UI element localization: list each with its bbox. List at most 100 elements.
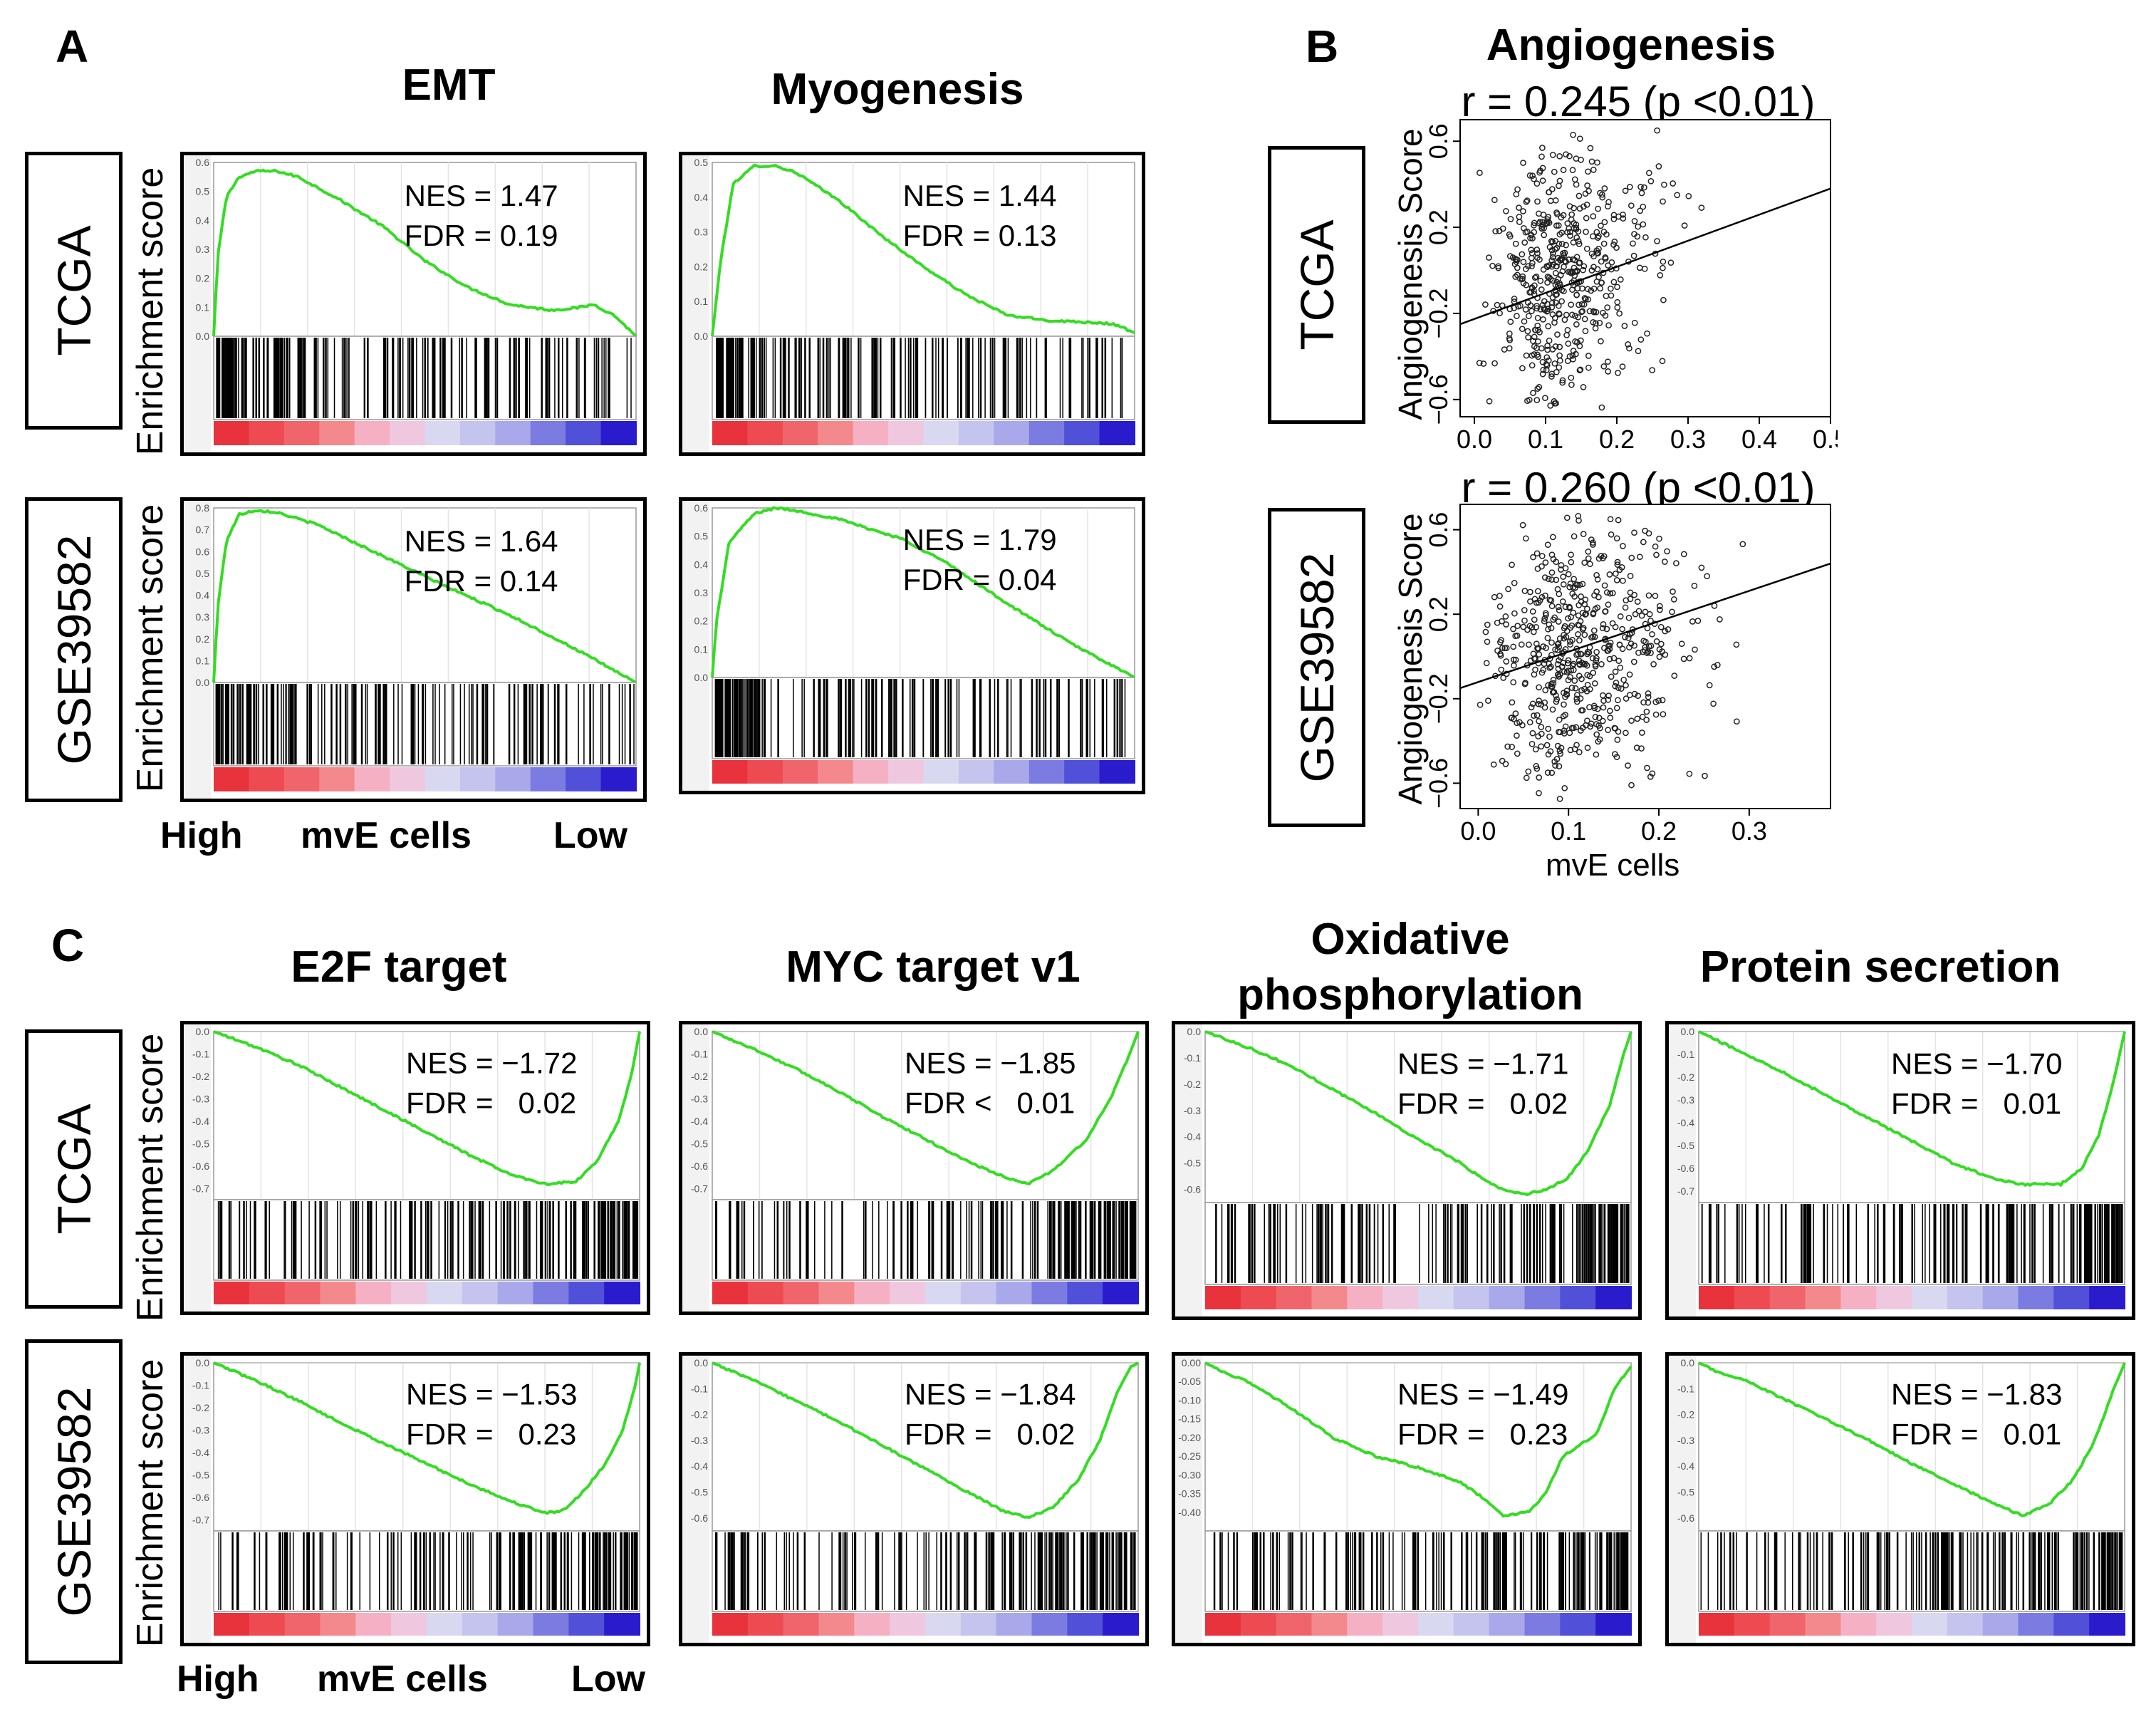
- rank-bar-segment: [888, 760, 925, 784]
- scatter-point: [1522, 535, 1529, 542]
- scatter-point: [1532, 746, 1539, 753]
- scatter-point: [1627, 589, 1634, 596]
- y-tick-label: −0.2: [1424, 288, 1453, 338]
- y-tick-label: 0.5: [694, 157, 709, 168]
- scatter-point: [1584, 744, 1591, 752]
- scatter-point: [1733, 718, 1740, 725]
- rank-bar-segment: [1876, 1286, 1912, 1309]
- scatter-point: [1573, 234, 1580, 241]
- scatter-point: [1517, 302, 1524, 309]
- scatter-point: [1531, 175, 1537, 182]
- scatter-point: [1573, 724, 1580, 731]
- scatter-point: [1571, 746, 1578, 752]
- scatter-point: [1573, 291, 1580, 298]
- rank-bar-segment: [425, 421, 461, 445]
- y-tick-label: 0.3: [196, 611, 210, 623]
- scatter-point: [1661, 559, 1668, 565]
- fdr-label: FDR = 0.14: [405, 564, 558, 598]
- gsea-panel-protein-tcga: 0.0 -0.1 -0.2 -0.3 -0.4 -0.5 -0.6 -0.7 NES = −1.…: [1665, 1021, 2135, 1320]
- rank-bar-segment: [1418, 1613, 1454, 1636]
- scatter-point: [1638, 612, 1645, 619]
- scatter-point: [1563, 241, 1569, 249]
- scatter-point: [1548, 186, 1556, 192]
- scatter-point: [1555, 665, 1562, 672]
- scatter-point: [1523, 198, 1530, 205]
- scatter-point: [1546, 219, 1553, 227]
- scatter-point: [1593, 278, 1600, 285]
- scatter-point: [1533, 712, 1541, 719]
- scatter-point: [1509, 715, 1515, 721]
- scatter-point: [1510, 625, 1516, 633]
- gsea-panel-myogenesis-tcga: 0.0 0.1 0.2 0.3 0.4 0.5 NES = 1.44 FDR = 0.13: [679, 152, 1145, 456]
- plot-frame: [712, 507, 1135, 678]
- scatter-point: [1635, 692, 1642, 700]
- scatter-point: [1514, 720, 1521, 727]
- row-label-gse-c: GSE39582: [25, 1339, 123, 1664]
- scatter-point: [1664, 548, 1670, 555]
- scatter-point: [1671, 672, 1678, 679]
- y-tick-label: 0.6: [694, 502, 709, 514]
- rank-bar-segment: [459, 767, 496, 791]
- scatter-point: [1497, 639, 1504, 645]
- scatter-point: [1635, 348, 1642, 355]
- scatter-point: [1494, 619, 1501, 626]
- scatter-point: [1570, 355, 1576, 363]
- scatter-point: [1535, 701, 1542, 707]
- scatter-point: [1575, 631, 1581, 638]
- scatter-point: [1527, 598, 1533, 605]
- scatter-point: [1608, 531, 1615, 538]
- rank-bar-segment: [319, 421, 355, 445]
- rank-bar-segment: [712, 1282, 749, 1304]
- y-tick-label: -0.6: [192, 1160, 209, 1172]
- fdr-label: FDR = 0.02: [1397, 1087, 1568, 1121]
- scatter-point: [1556, 763, 1563, 769]
- y-tick-label: 0.2: [196, 633, 210, 645]
- scatter-point: [1534, 385, 1541, 392]
- scatter-point: [1554, 331, 1561, 338]
- gutter: [682, 501, 709, 791]
- scatter-point: [1549, 250, 1556, 257]
- scatter-point: [1542, 687, 1549, 694]
- scatter-point: [1653, 551, 1660, 559]
- fdr-label: FDR = 0.19: [405, 219, 558, 252]
- y-tick-label: 0.2: [694, 261, 709, 272]
- scatter-point: [1532, 666, 1538, 673]
- scatter-point: [1598, 404, 1605, 411]
- scatter-point: [1503, 658, 1510, 665]
- panel-label-b: B: [1306, 21, 1339, 72]
- scatter-point: [1585, 549, 1592, 555]
- nes-label: NES = −1.49: [1397, 1378, 1569, 1411]
- scatter-point: [1551, 360, 1558, 367]
- scatter-point: [1558, 240, 1566, 247]
- scatter-point: [1557, 271, 1564, 279]
- axis-low-c: Low: [571, 1658, 645, 1700]
- scatter-point: [1605, 358, 1611, 365]
- scatter-point: [1513, 191, 1520, 198]
- scatter-point: [1652, 543, 1659, 550]
- scatter-point: [1680, 655, 1687, 663]
- scatter-point: [1580, 263, 1588, 270]
- scatter-point: [1568, 374, 1575, 381]
- scatter-point: [1657, 640, 1665, 648]
- y-tick-label: -0.15: [1178, 1413, 1201, 1425]
- scatter-point: [1568, 613, 1574, 620]
- scatter-point: [1561, 252, 1568, 259]
- scatter-point: [1537, 306, 1544, 313]
- scatter-point: [1529, 700, 1536, 707]
- scatter-point: [1620, 543, 1626, 549]
- scatter-point: [1563, 151, 1569, 158]
- gutter: [1175, 1024, 1202, 1316]
- scatter-point: [1536, 384, 1543, 390]
- scatter-point: [1575, 512, 1582, 519]
- scatter-point: [1533, 246, 1541, 253]
- scatter-point: [1583, 214, 1590, 222]
- scatter-point: [1520, 208, 1526, 214]
- scatter-point: [1548, 603, 1556, 610]
- scatter-point: [1521, 588, 1529, 594]
- scatter-point: [1544, 343, 1551, 349]
- scatter-point: [1556, 643, 1563, 650]
- rank-bar-segment: [391, 1282, 427, 1304]
- scatter-point: [1521, 239, 1529, 246]
- scatter-point: [1556, 364, 1563, 371]
- scatter-point: [1612, 682, 1619, 690]
